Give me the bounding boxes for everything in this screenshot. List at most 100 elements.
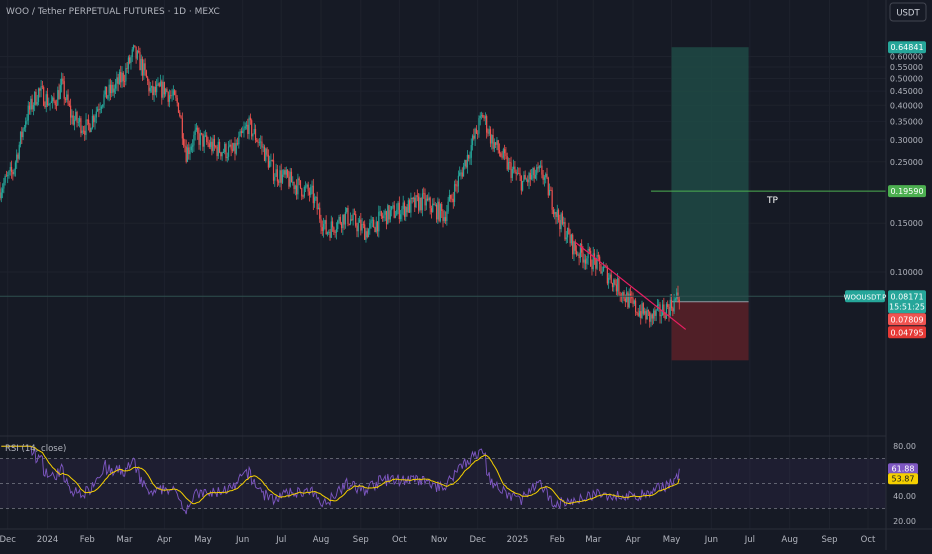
time-tick-label: Oct <box>392 535 407 545</box>
candle-body <box>88 119 90 124</box>
candle-body <box>482 114 484 118</box>
candle-body <box>515 172 517 174</box>
candle-body <box>531 174 533 180</box>
candle-body <box>518 173 520 175</box>
candle-body <box>21 131 23 138</box>
candle-body <box>311 185 313 188</box>
candle-body <box>568 227 570 235</box>
time-tick-label: 2024 <box>37 535 59 545</box>
candle-body <box>602 266 605 272</box>
candle-body <box>99 108 101 110</box>
candle-body <box>398 202 400 220</box>
candle-body <box>492 134 494 149</box>
candle-body <box>179 112 181 116</box>
candle-body <box>434 204 436 206</box>
time-tick-label: Dec <box>0 535 16 545</box>
candle-body <box>63 81 65 99</box>
candle-body <box>575 250 578 255</box>
candle-body <box>636 312 638 314</box>
candle-body <box>257 141 259 143</box>
candle-body <box>570 234 573 244</box>
candle-body <box>258 141 260 143</box>
candle-body <box>586 258 588 264</box>
candle-body <box>105 86 108 99</box>
candle-body <box>638 311 641 316</box>
tp-text-label[interactable]: TP <box>766 196 778 206</box>
candle-body <box>442 210 444 222</box>
candle-body <box>211 141 213 152</box>
candle-body <box>596 254 598 269</box>
candle-body <box>111 84 113 93</box>
candle-body <box>140 58 142 71</box>
candle-body <box>475 128 477 134</box>
candle-body <box>604 266 606 268</box>
candle-body <box>599 256 601 264</box>
candle-body <box>197 127 199 134</box>
candle-body <box>18 144 20 159</box>
candle-body <box>235 143 237 154</box>
candle-body <box>501 156 503 158</box>
candle-body <box>352 213 354 221</box>
candle-body <box>174 90 176 95</box>
candle-body <box>148 80 150 92</box>
candle-body <box>676 292 678 299</box>
candle-body <box>550 189 552 191</box>
candle-body <box>402 202 404 209</box>
candle-body <box>91 115 94 129</box>
candle-body <box>292 181 294 183</box>
candle-body <box>225 143 227 159</box>
candle-body <box>552 209 555 215</box>
candle-body <box>131 49 133 57</box>
candle-body <box>597 254 599 257</box>
candle-body <box>221 152 223 157</box>
candle-body <box>371 219 373 221</box>
candle-body <box>520 176 522 191</box>
candle-body <box>628 293 630 308</box>
candle-body <box>673 299 675 312</box>
time-tick-label: Aug <box>781 535 798 545</box>
candle-body <box>220 152 222 157</box>
candle-body <box>102 104 104 107</box>
candle-body <box>143 63 145 76</box>
candle-body <box>637 313 639 316</box>
candle-body <box>382 216 384 219</box>
time-tick-label: 2025 <box>507 535 529 545</box>
candle-body <box>216 147 218 157</box>
candle-body <box>75 111 77 120</box>
candle-body <box>67 94 69 104</box>
candle-body <box>165 88 167 95</box>
candle-body <box>592 253 594 270</box>
rsi-value-label: 61.88 <box>888 463 918 475</box>
currency-button[interactable]: USDT <box>889 2 927 22</box>
rsi-tick-label: 80.00 <box>893 442 916 451</box>
drawings[interactable] <box>0 190 886 330</box>
candle-body <box>166 88 168 92</box>
candle-body <box>678 299 680 303</box>
candle-body <box>52 97 54 102</box>
long-position-tool[interactable] <box>671 47 749 361</box>
candle-body <box>525 179 528 181</box>
candle-body <box>181 118 183 139</box>
candle-body <box>298 178 300 181</box>
candle-body <box>190 146 192 151</box>
candle-body <box>429 197 431 209</box>
time-tick-label: Apr <box>626 535 641 545</box>
candle-body <box>126 68 128 69</box>
candle-body <box>611 283 614 288</box>
candle-body <box>538 165 540 169</box>
candle-body <box>555 211 557 218</box>
rsi-panel[interactable] <box>0 445 886 515</box>
candles <box>0 44 680 328</box>
time-tick-label: Nov <box>431 535 448 545</box>
candle-body <box>248 117 250 135</box>
candle-body <box>247 124 249 135</box>
candle-body <box>59 85 61 99</box>
candle-body <box>94 117 96 123</box>
candle-body <box>116 77 118 84</box>
candle-body <box>57 90 59 106</box>
candle-body <box>23 127 25 129</box>
time-tick-label: Jun <box>704 535 718 545</box>
candle-body <box>367 228 370 238</box>
